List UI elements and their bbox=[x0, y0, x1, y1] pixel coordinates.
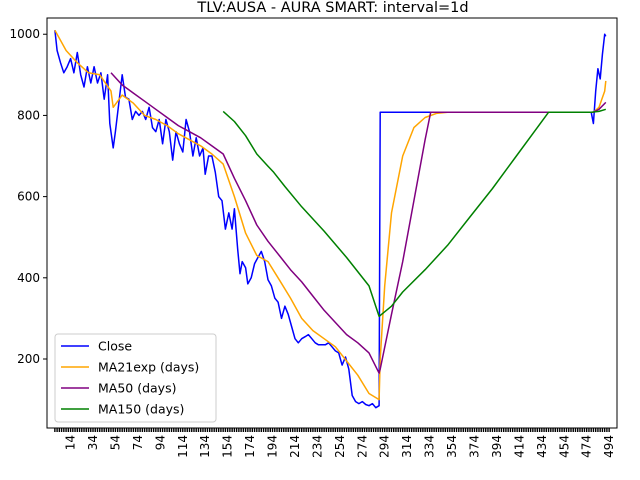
x-tick-label: 234 bbox=[310, 435, 324, 458]
legend-box bbox=[54, 333, 217, 423]
x-tick-label: 54 bbox=[108, 435, 122, 450]
series-layer bbox=[54, 29, 607, 409]
x-tick-label: 494 bbox=[602, 435, 616, 458]
x-tick-label: 314 bbox=[400, 435, 414, 458]
series-line-1 bbox=[54, 29, 607, 401]
x-tick-label: 174 bbox=[243, 435, 257, 458]
x-tick-label: 254 bbox=[333, 435, 347, 458]
x-tick-label: 134 bbox=[198, 435, 212, 458]
x-tick-label: 474 bbox=[580, 435, 594, 458]
y-tick-label: 800 bbox=[17, 108, 40, 122]
plot-frame bbox=[46, 17, 618, 429]
x-tick-label: 354 bbox=[445, 435, 459, 458]
x-tick-label: 214 bbox=[288, 435, 302, 458]
y-axis: 200 400 600 800 1000 bbox=[9, 27, 47, 366]
x-tick-label: 414 bbox=[512, 435, 526, 458]
x-tick-label: 114 bbox=[176, 435, 190, 458]
x-tick-label: 334 bbox=[423, 435, 437, 458]
x-tick-label: 74 bbox=[131, 435, 145, 450]
x-tick-label: 34 bbox=[86, 435, 100, 450]
series-line-2 bbox=[110, 72, 607, 374]
x-tick-label: 194 bbox=[266, 435, 280, 458]
y-tick-label: 1000 bbox=[9, 27, 40, 41]
x-tick-label: 394 bbox=[490, 435, 504, 458]
legend-label: MA21exp (days) bbox=[98, 360, 199, 375]
x-tick-label: 14 bbox=[64, 435, 78, 450]
y-tick-label: 200 bbox=[17, 352, 40, 366]
x-tick-label: 274 bbox=[355, 435, 369, 458]
x-axis: 14 34 54 74 94 114 134 154 174 194 214 234 254 274 294… bbox=[54, 428, 616, 458]
x-tick-label: 374 bbox=[468, 435, 482, 458]
x-tick-label: 154 bbox=[221, 435, 235, 458]
x-tick-label: 94 bbox=[153, 435, 167, 450]
legend-label: MA150 (days) bbox=[98, 402, 184, 417]
y-tick-label: 600 bbox=[17, 190, 40, 204]
x-tick-label: 454 bbox=[557, 435, 571, 458]
legend-label: Close bbox=[98, 339, 132, 354]
x-tick-label: 294 bbox=[378, 435, 392, 458]
series-line-3 bbox=[222, 108, 607, 318]
y-tick-label: 400 bbox=[17, 271, 40, 285]
chart-title: TLV:AUSA - AURA SMART: interval=1d bbox=[196, 0, 468, 16]
legend: Close MA21exp (days) MA50 (days) MA150 (day… bbox=[54, 333, 217, 423]
series-line-0 bbox=[54, 30, 607, 409]
x-tick-label: 434 bbox=[535, 435, 549, 458]
legend-label: MA50 (days) bbox=[98, 381, 176, 396]
